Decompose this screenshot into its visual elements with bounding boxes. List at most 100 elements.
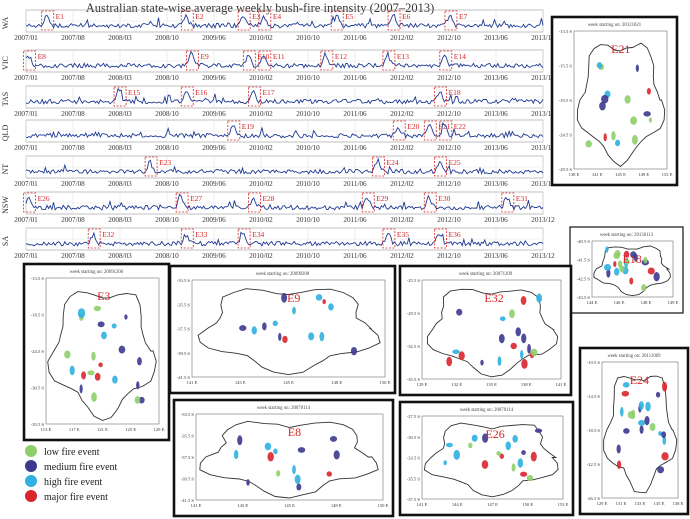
fire-event-dot: [536, 293, 543, 303]
x-tick-label: 2010/10: [296, 74, 320, 82]
fire-event-dot: [458, 351, 465, 361]
map-x-tick: 148 E: [331, 380, 342, 385]
event-box-e32: [87, 228, 101, 249]
fire-event-dot: [599, 101, 606, 111]
x-tick-label: 2007/01: [14, 180, 38, 188]
map-y-tick: -24.5 S: [31, 349, 45, 354]
map-x-tick: 117 E: [69, 427, 80, 432]
map-y-tick: -37.5 S: [407, 497, 421, 502]
x-tick-label: 2007/01: [14, 216, 38, 224]
event-label-e6: E6: [402, 12, 411, 21]
coastline: [576, 42, 666, 168]
map-x-tick: 147 E: [487, 502, 498, 507]
map-x-tick: 129 E: [154, 427, 165, 432]
legend-label-2: high fire event: [44, 477, 103, 488]
map-y-tick: -18.5 S: [587, 428, 601, 433]
fire-event-dot: [645, 401, 651, 412]
fire-event-dot: [322, 299, 326, 305]
map-event-label-e3: E3: [97, 289, 110, 303]
fire-event-dot: [633, 253, 638, 262]
fire-event-dot: [239, 325, 247, 332]
x-tick-label: 2008/03: [108, 144, 132, 152]
fire-event-dot: [350, 346, 358, 356]
fire-event-dot: [93, 305, 102, 312]
map-inset-e32: [398, 264, 573, 397]
x-tick-label: 2012/02: [390, 180, 414, 188]
x-tick-label: 2011/06: [343, 34, 367, 42]
fire-event-dot: [294, 474, 301, 485]
fire-event-dot: [138, 396, 145, 404]
fire-event-dot: [512, 434, 518, 443]
fire-event-dot: [653, 272, 660, 282]
map-x-tick: 121 E: [97, 427, 108, 432]
fire-event-dot: [620, 406, 624, 417]
map-y-tick: -13.5 S: [559, 29, 573, 34]
fire-event-dot: [530, 348, 538, 357]
event-box-e2: [180, 10, 194, 31]
fire-event-dot: [603, 133, 607, 142]
map-plot-area: [45, 277, 160, 425]
map-event-label-e8: E8: [288, 425, 301, 439]
x-tick-label: 2011/06: [343, 180, 367, 188]
x-tick-label: 2012/02: [390, 110, 414, 118]
event-box-e10: [242, 50, 256, 71]
map-y-tick: -25.5 S: [407, 278, 421, 283]
event-label-e14: E14: [454, 52, 466, 61]
event-box-e22: [439, 120, 453, 141]
fire-event-dot: [91, 351, 96, 361]
fire-event-dot: [644, 416, 650, 426]
fire-event-dot: [453, 449, 461, 460]
fire-event-dot: [509, 309, 515, 319]
event-box-e13: [382, 50, 396, 71]
event-label-e20: E20: [407, 122, 419, 131]
fire-event-dot: [596, 62, 603, 69]
map-y-tick: -43.5 S: [577, 295, 591, 300]
x-tick-label: 2007/08: [61, 110, 85, 118]
map-x-tick: 141 E: [592, 172, 603, 177]
fire-event-dot: [658, 431, 663, 436]
fire-event-dot: [526, 474, 534, 481]
fire-event-dot: [482, 433, 489, 443]
event-box-e30: [423, 192, 437, 213]
fire-event-dot: [471, 434, 478, 442]
event-box-e21: [423, 120, 437, 141]
series-line-sa: [25, 231, 544, 247]
fire-event-dot: [662, 381, 668, 392]
fire-event-dot: [647, 267, 655, 275]
event-label-e12: E12: [335, 52, 347, 61]
fire-event-dot: [613, 252, 621, 259]
x-tick-label: 2010/02: [249, 216, 273, 224]
map-x-tick: 150 E: [378, 503, 389, 508]
event-box-e12: [320, 50, 334, 71]
fire-event-dot: [603, 263, 612, 271]
fire-event-dot: [517, 458, 524, 468]
event-box-e8: [23, 50, 36, 71]
event-label-e27: E27: [190, 194, 202, 203]
fire-event-dot: [308, 332, 315, 341]
x-tick-label: 2011/06: [343, 216, 367, 224]
x-tick-label: 2008/03: [108, 74, 132, 82]
x-tick-label: 2013/12: [531, 34, 555, 42]
x-tick-label: 2011/06: [343, 144, 367, 152]
x-tick-label: 2008/03: [108, 216, 132, 224]
map-x-tick: 153 E: [662, 172, 673, 177]
map-event-label-e24: E24: [630, 373, 649, 387]
fire-event-dot: [282, 335, 288, 344]
series-line-nsw: [25, 193, 544, 211]
fire-event-dot: [452, 349, 460, 355]
map-event-label-e9: E9: [287, 291, 300, 305]
map-plot-area: [191, 279, 386, 378]
map-week-caption: week starting on: 20070114: [460, 408, 514, 413]
fire-event-dot: [497, 356, 502, 367]
fire-event-dot: [527, 343, 531, 354]
x-tick-label: 2011/06: [343, 252, 367, 260]
map-y-tick: -41.5 S: [181, 498, 195, 503]
event-label-e33: E33: [195, 230, 207, 239]
fire-event-dot: [276, 470, 281, 477]
fire-event-dot: [315, 294, 323, 301]
legend-marker-0: [25, 445, 37, 457]
fire-event-dot: [615, 139, 621, 147]
map-y-tick: -35.5 S: [407, 476, 421, 481]
event-label-e10: E10: [257, 52, 269, 61]
map-inset-e26: [398, 400, 575, 517]
